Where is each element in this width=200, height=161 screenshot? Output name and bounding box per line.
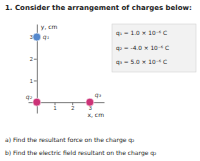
info-line: q₂ = -4.0 × 10⁻⁶ C [116, 45, 169, 52]
y-tick-label: 3 [30, 34, 33, 40]
charge-label: q₃ [95, 91, 102, 99]
y-tick: 1 [30, 78, 37, 84]
y-axis-label: y, cm [41, 23, 58, 31]
info-line: q₁ = 1.0 × 10⁻⁶ C [116, 30, 167, 37]
y-tick-mark [34, 80, 37, 81]
charge-label: q₁ [43, 33, 50, 41]
x-tick-label: 2 [71, 105, 74, 111]
y-tick-label: 1 [30, 78, 33, 84]
chart: 1. Consider the arrangement of charges b… [0, 0, 200, 161]
points [33, 33, 94, 106]
info-box [112, 24, 196, 72]
y-tick-label: 2 [30, 56, 33, 62]
charge [33, 33, 41, 41]
x-tick: 1 [53, 102, 56, 111]
title: 1. Consider the arrangement of charges b… [5, 4, 192, 12]
footer-line: b) Find the electric field resultant on … [5, 149, 157, 157]
footer-line: a) Find the resultant force on the charg… [5, 136, 135, 144]
x-tick-label: 1 [53, 105, 56, 111]
x-axis-label: x, cm [87, 111, 104, 118]
charge [86, 98, 94, 106]
y-tick-mark [34, 59, 37, 60]
charge-label: q₂ [26, 93, 33, 101]
charge [33, 98, 41, 106]
y-tick: 2 [30, 56, 37, 62]
info-line: q₃ = 5.0 × 10⁻⁶ C [116, 59, 167, 66]
x-tick: 2 [71, 102, 74, 111]
